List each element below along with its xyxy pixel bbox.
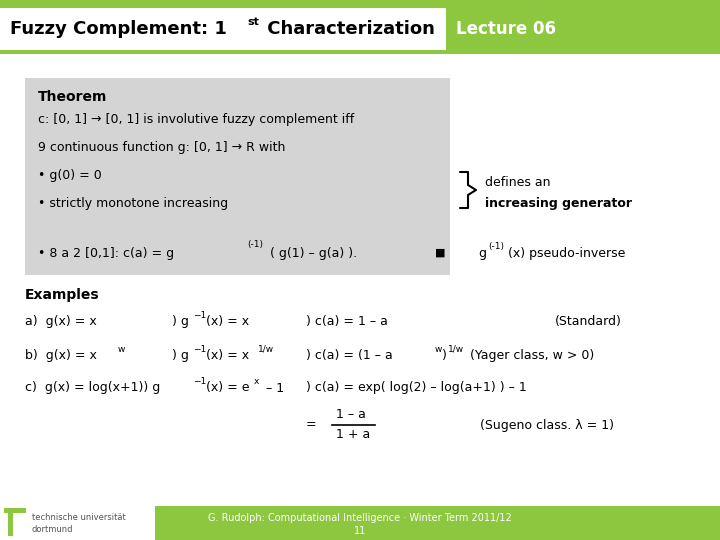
Text: g: g [478,246,486,260]
Text: 1 + a: 1 + a [336,429,370,442]
Text: (Yager class, w > 0): (Yager class, w > 0) [470,348,594,361]
Text: ( g(1) – g(a) ).: ( g(1) – g(a) ). [270,246,357,260]
Text: (-1): (-1) [488,241,504,251]
FancyBboxPatch shape [446,8,720,50]
FancyBboxPatch shape [4,508,26,513]
Text: 1/w: 1/w [448,345,464,354]
Text: ) c(a) = (1 – a: ) c(a) = (1 – a [306,348,392,361]
FancyBboxPatch shape [0,8,446,50]
Text: (x) = x: (x) = x [206,348,249,361]
FancyBboxPatch shape [0,50,720,54]
FancyBboxPatch shape [25,78,450,275]
Text: Lecture 06: Lecture 06 [456,20,557,38]
Text: G. Rudolph: Computational Intelligence · Winter Term 2011/12: G. Rudolph: Computational Intelligence ·… [208,513,512,523]
Text: ) g: ) g [172,315,189,328]
Text: c: [0, 1] → [0, 1] is involutive fuzzy complement iff: c: [0, 1] → [0, 1] is involutive fuzzy c… [38,113,354,126]
Text: c)  g(x) = log(x+1)) g: c) g(x) = log(x+1)) g [25,381,161,395]
Text: ) c(a) = exp( log(2) – log(a+1) ) – 1: ) c(a) = exp( log(2) – log(a+1) ) – 1 [306,381,527,395]
Text: (x) = e: (x) = e [206,381,250,395]
Text: defines an: defines an [485,177,551,190]
Text: w: w [118,345,125,354]
Text: – 1: – 1 [262,381,284,395]
Text: • g(0) = 0: • g(0) = 0 [38,170,102,183]
Text: • strictly monotone increasing: • strictly monotone increasing [38,198,228,211]
Text: technische universität: technische universität [32,514,126,523]
Text: 11: 11 [354,526,366,536]
Text: ■: ■ [435,248,446,258]
Text: Characterization: Characterization [261,20,435,38]
Text: Examples: Examples [25,288,99,302]
Text: dortmund: dortmund [32,524,73,534]
FancyBboxPatch shape [0,506,155,540]
FancyBboxPatch shape [0,0,720,8]
Text: −1: −1 [193,345,206,354]
Text: (-1): (-1) [247,240,263,249]
Text: Fuzzy Complement: 1: Fuzzy Complement: 1 [10,20,227,38]
Text: (Standard): (Standard) [555,315,622,328]
Text: 1 – a: 1 – a [336,408,366,422]
Text: • 8 a 2 [0,1]: c(a) = g: • 8 a 2 [0,1]: c(a) = g [38,246,174,260]
FancyBboxPatch shape [0,506,720,540]
Text: w: w [435,345,442,354]
Text: x: x [254,377,259,387]
Text: increasing generator: increasing generator [485,197,632,210]
Text: b)  g(x) = x: b) g(x) = x [25,348,97,361]
Text: ) g: ) g [172,348,189,361]
Text: (x) pseudo-inverse: (x) pseudo-inverse [508,246,626,260]
FancyBboxPatch shape [8,510,13,536]
Text: =: = [306,418,317,431]
Text: 1/w: 1/w [258,345,274,354]
Text: −1: −1 [193,312,206,321]
Text: (Sugeno class. λ = 1): (Sugeno class. λ = 1) [480,418,614,431]
Text: 9 continuous function g: [0, 1] → R with: 9 continuous function g: [0, 1] → R with [38,141,285,154]
Text: −1: −1 [193,377,206,387]
Text: ): ) [442,348,447,361]
Text: st: st [247,17,259,27]
Text: (x) = x: (x) = x [206,315,249,328]
Text: Theorem: Theorem [38,90,107,104]
Text: ) c(a) = 1 – a: ) c(a) = 1 – a [306,315,388,328]
Text: a)  g(x) = x: a) g(x) = x [25,315,96,328]
